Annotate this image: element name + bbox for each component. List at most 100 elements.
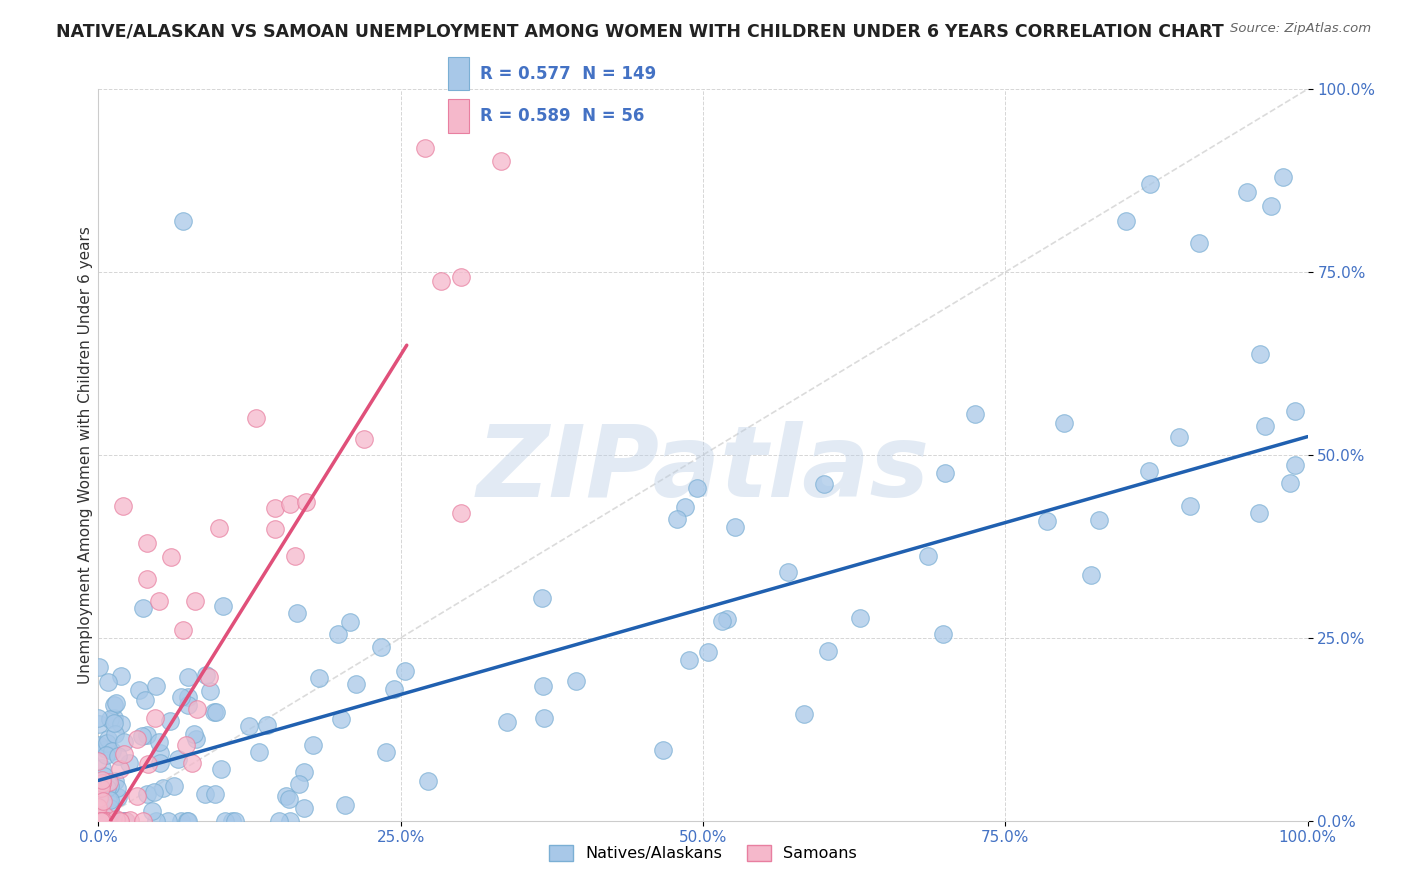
Point <box>97 775 120 789</box>
Point <box>278 814 301 828</box>
Point <box>94 741 117 756</box>
Point <box>96 736 118 750</box>
Point <box>149 756 172 770</box>
Point <box>208 521 231 535</box>
Point <box>87 716 110 731</box>
Point <box>87 810 110 824</box>
Point <box>1249 506 1271 520</box>
Point <box>156 814 179 828</box>
Point <box>651 743 673 757</box>
Point <box>1188 235 1211 250</box>
Point <box>285 606 308 620</box>
Point <box>284 549 307 564</box>
Point <box>224 814 246 828</box>
Point <box>330 712 353 726</box>
Point <box>87 814 110 828</box>
Point <box>108 762 131 776</box>
Point <box>1168 430 1191 444</box>
Point <box>413 141 436 155</box>
Point <box>1036 514 1059 528</box>
Point <box>177 698 200 713</box>
Point <box>149 746 172 760</box>
Point <box>308 671 330 685</box>
Point <box>90 804 112 818</box>
Point <box>245 411 267 425</box>
Point <box>813 477 835 491</box>
Point <box>87 802 110 816</box>
Point <box>87 814 110 828</box>
Point <box>1115 214 1137 228</box>
Point <box>89 814 111 828</box>
Point <box>221 814 243 828</box>
Text: R = 0.589  N = 56: R = 0.589 N = 56 <box>481 107 645 125</box>
Point <box>131 729 153 743</box>
Point <box>211 599 233 613</box>
Point <box>934 467 956 481</box>
Point <box>111 499 134 513</box>
Point <box>128 682 150 697</box>
Point <box>110 717 132 731</box>
Point <box>125 789 148 803</box>
Point <box>136 756 159 771</box>
Point <box>87 814 110 828</box>
Point <box>97 674 120 689</box>
Point <box>849 611 872 625</box>
Point <box>238 719 260 733</box>
FancyBboxPatch shape <box>447 99 468 133</box>
Point <box>1178 499 1201 513</box>
Legend: Natives/Alaskans, Samoans: Natives/Alaskans, Samoans <box>543 838 863 868</box>
Point <box>145 814 167 828</box>
Point <box>91 814 114 828</box>
Point <box>247 745 270 759</box>
Point <box>489 154 512 169</box>
Point <box>932 627 955 641</box>
Point <box>114 814 136 828</box>
Point <box>430 274 453 288</box>
Point <box>98 814 121 828</box>
Point <box>202 705 225 719</box>
Point <box>134 693 156 707</box>
Point <box>278 497 301 511</box>
Point <box>90 781 112 796</box>
Point <box>710 615 733 629</box>
Point <box>335 798 357 813</box>
Point <box>91 814 114 828</box>
Point <box>87 800 110 814</box>
Point <box>166 752 188 766</box>
Point <box>170 814 193 828</box>
Point <box>159 714 181 728</box>
Point <box>90 814 112 828</box>
Point <box>105 813 128 827</box>
Point <box>127 732 149 747</box>
Point <box>94 814 117 828</box>
Point <box>1272 169 1295 184</box>
Point <box>1080 567 1102 582</box>
Point <box>87 814 110 828</box>
Point <box>87 711 110 725</box>
Point <box>105 780 128 795</box>
Point <box>181 756 204 770</box>
Point <box>1284 404 1306 418</box>
Point <box>89 812 111 826</box>
Point <box>87 814 110 828</box>
Point <box>370 640 392 654</box>
Point <box>965 407 987 421</box>
Point <box>176 814 198 828</box>
Point <box>97 732 120 747</box>
Point <box>96 775 118 789</box>
Point <box>917 549 939 564</box>
Point <box>183 726 205 740</box>
Point <box>87 814 110 828</box>
Point <box>104 773 127 788</box>
Point <box>90 814 112 828</box>
Point <box>110 669 132 683</box>
Point <box>172 624 194 638</box>
Point <box>105 814 128 828</box>
Point <box>276 789 298 803</box>
Point <box>278 791 301 805</box>
Point <box>87 754 110 768</box>
Point <box>686 481 709 495</box>
Point <box>112 814 135 828</box>
Point <box>531 591 554 606</box>
Point <box>394 665 416 679</box>
